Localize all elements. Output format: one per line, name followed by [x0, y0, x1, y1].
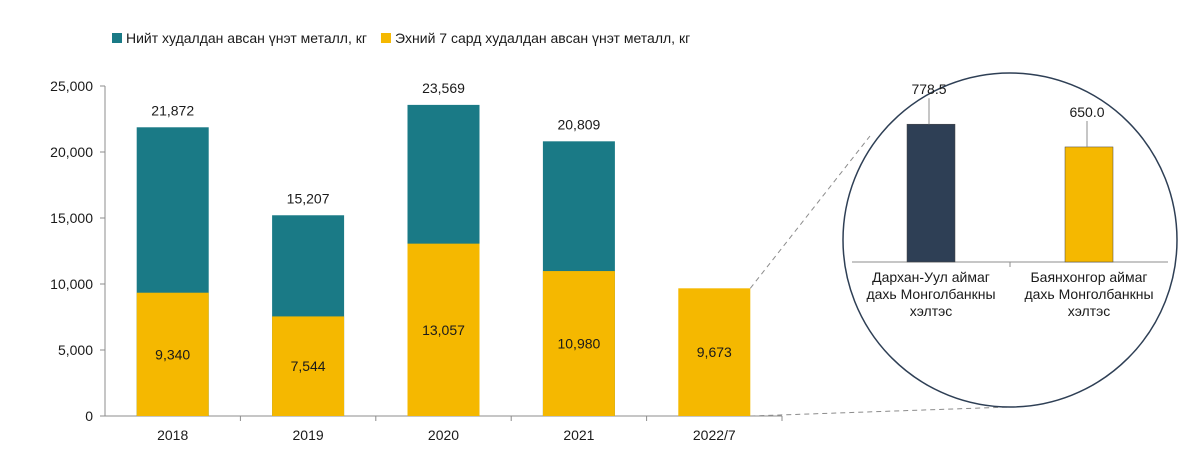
- inset-category-label: хэлтэс: [1068, 303, 1111, 319]
- legend-label-1: Нийт худалдан авсан үнэт металл, кг: [126, 30, 367, 46]
- y-tick-label: 10,000: [50, 276, 93, 292]
- data-label-part: 9,673: [697, 344, 732, 360]
- inset-bar-2: [1064, 146, 1114, 263]
- data-label-part: 13,057: [422, 322, 465, 338]
- y-tick-label: 25,000: [50, 78, 93, 94]
- zoom-connector-bottom: [750, 406, 1011, 417]
- data-label-part: 7,544: [291, 358, 326, 374]
- data-label-total: 20,809: [557, 116, 600, 132]
- bar-part-2022/7: [678, 288, 751, 416]
- data-label-total: 15,207: [287, 190, 330, 206]
- x-tick-label: 2018: [157, 427, 188, 443]
- y-tick-label: 5,000: [58, 342, 93, 358]
- x-tick-label: 2019: [293, 427, 324, 443]
- inset-category-label: дахь Монголбанкны: [1024, 286, 1153, 302]
- y-tick-label: 20,000: [50, 144, 93, 160]
- bar-part-2021: [542, 271, 615, 416]
- inset-category-label: дахь Монголбанкны: [866, 286, 995, 302]
- inset-data-label: 650.0: [1069, 104, 1104, 120]
- legend-swatch-2: [380, 33, 391, 43]
- bar-part-2019: [272, 316, 345, 416]
- x-tick-label: 2021: [563, 427, 594, 443]
- inset-category-label: хэлтэс: [910, 303, 953, 319]
- data-label-total: 21,872: [151, 102, 194, 118]
- legend-label-2: Эхний 7 сард худалдан авсан үнэт металл,…: [395, 30, 690, 46]
- inset-bar-1: [906, 123, 956, 263]
- inset-category-label: Баянхонгор аймаг: [1030, 269, 1147, 285]
- inset-data-label: 778.5: [911, 81, 946, 97]
- zoom-circle: [842, 72, 1178, 408]
- data-label-part: 10,980: [557, 336, 600, 352]
- legend-swatch-1: [112, 33, 122, 43]
- x-tick-label: 2020: [428, 427, 459, 443]
- bar-part-2020: [407, 243, 480, 416]
- data-label-part: 9,340: [155, 346, 190, 362]
- bar-part-2018: [136, 292, 209, 416]
- x-tick-label: 2022/7: [693, 427, 736, 443]
- data-label-total: 23,569: [422, 80, 465, 96]
- y-tick-label: 15,000: [50, 210, 93, 226]
- inset-category-label: Дархан-Уул аймаг: [872, 269, 990, 285]
- y-tick-label: 0: [85, 408, 93, 424]
